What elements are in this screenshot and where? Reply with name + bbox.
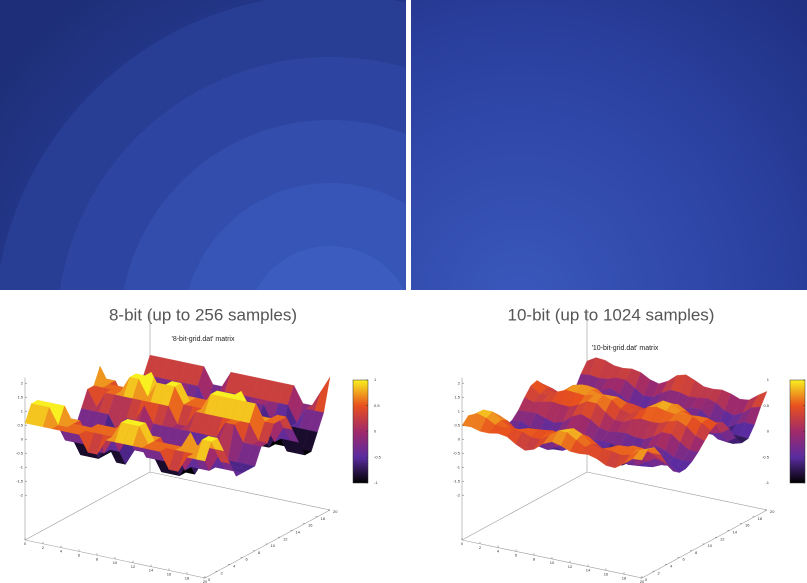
colorbar-tick-label: 1 bbox=[767, 377, 770, 382]
surface-facet bbox=[94, 366, 109, 387]
x-tick-label: 10 bbox=[113, 560, 118, 565]
y-tick-label: 10 bbox=[708, 543, 713, 548]
z-tick-label: -1 bbox=[19, 464, 23, 469]
y-tick-label: 12 bbox=[720, 536, 725, 541]
z-tick-label: -1.5 bbox=[16, 478, 24, 483]
z-tick-label: 1 bbox=[21, 408, 24, 413]
y-tick-label: 4 bbox=[670, 563, 673, 568]
y-tick-label: 2 bbox=[658, 570, 661, 575]
y-tick-label: 8 bbox=[695, 550, 698, 555]
z-tick-label: -1.5 bbox=[453, 478, 461, 483]
y-tick-label: 16 bbox=[308, 523, 313, 528]
x-tick-label: 6 bbox=[78, 552, 81, 557]
y-tick-label: 18 bbox=[758, 516, 763, 521]
y-tick-label: 12 bbox=[283, 536, 288, 541]
colorbar-tick-label: -0.5 bbox=[762, 454, 770, 459]
colorbar-tick-label: 0 bbox=[767, 429, 770, 434]
z-tick-label: 1.5 bbox=[454, 394, 460, 399]
x-tick-label: 14 bbox=[149, 568, 154, 573]
axis-line bbox=[587, 472, 767, 510]
z-tick-label: -1 bbox=[456, 464, 460, 469]
x-tick-label: 8 bbox=[96, 556, 99, 561]
y-tick-label: 6 bbox=[683, 557, 686, 562]
axis-line bbox=[150, 472, 330, 510]
x-tick-label: 16 bbox=[604, 571, 609, 576]
y-tick-label: 14 bbox=[296, 529, 301, 534]
x-tick-label: 0 bbox=[461, 541, 464, 546]
colorbar-tick-label: 0.5 bbox=[374, 403, 380, 408]
y-tick-label: 18 bbox=[321, 516, 326, 521]
x-tick-label: 10 bbox=[550, 560, 555, 565]
z-tick-label: 0.5 bbox=[454, 422, 460, 427]
banded-image bbox=[0, 0, 406, 290]
z-tick-label: 2 bbox=[21, 380, 24, 385]
plot-title: '8-bit-grid.dat' matrix bbox=[172, 336, 235, 343]
x-tick-label: 2 bbox=[479, 545, 482, 550]
colorbar-tick-label: 0.5 bbox=[763, 403, 769, 408]
x-tick-label: 14 bbox=[586, 568, 591, 573]
z-tick-label: -2 bbox=[19, 492, 23, 497]
y-tick-label: 14 bbox=[733, 529, 738, 534]
axis-line bbox=[25, 472, 150, 540]
z-tick-label: 2 bbox=[458, 380, 461, 385]
y-tick-label: 16 bbox=[745, 523, 750, 528]
colorbar-tick-label: -1 bbox=[765, 480, 769, 485]
x-tick-label: 4 bbox=[60, 549, 63, 554]
x-tick-label: 18 bbox=[185, 575, 190, 580]
y-tick-label: 2 bbox=[221, 570, 224, 575]
x-tick-label: 16 bbox=[167, 571, 172, 576]
y-tick-label: 20 bbox=[333, 509, 338, 514]
colorbar bbox=[353, 380, 368, 483]
smooth-image bbox=[411, 0, 807, 290]
y-tick-label: 20 bbox=[770, 509, 775, 514]
z-tick-label: -0.5 bbox=[16, 450, 24, 455]
colorbar-tick-label: -1 bbox=[374, 480, 378, 485]
x-tick-label: 12 bbox=[568, 564, 573, 569]
colorbar-tick-label: -0.5 bbox=[374, 454, 382, 459]
colorbar-tick-label: 0 bbox=[374, 429, 377, 434]
y-tick-label: 6 bbox=[246, 557, 249, 562]
x-tick-label: 18 bbox=[622, 575, 627, 580]
x-tick-label: 2 bbox=[42, 545, 45, 550]
page: 8-bit (up to 256 samples) 10-bit (up to … bbox=[0, 0, 807, 583]
colorbar bbox=[790, 380, 805, 483]
colorbar-tick-label: 1 bbox=[374, 377, 377, 382]
x-tick-label: 8 bbox=[533, 556, 536, 561]
z-tick-label: -2 bbox=[456, 492, 460, 497]
y-tick-label: 10 bbox=[271, 543, 276, 548]
caption: 8-bit (up to 256 samples) bbox=[109, 305, 297, 324]
z-tick-label: 0.5 bbox=[17, 422, 23, 427]
axis-line bbox=[462, 472, 587, 540]
x-tick-label: 0 bbox=[24, 541, 27, 546]
z-tick-label: 0 bbox=[21, 436, 24, 441]
z-tick-label: 1.5 bbox=[17, 394, 23, 399]
z-tick-label: 0 bbox=[458, 436, 461, 441]
plot-title: '10-bit-grid.dat' matrix bbox=[592, 345, 659, 352]
y-tick-label: 0 bbox=[208, 577, 211, 582]
y-tick-label: 4 bbox=[233, 563, 236, 568]
caption: 10-bit (up to 1024 samples) bbox=[508, 305, 715, 324]
z-tick-label: -0.5 bbox=[453, 450, 461, 455]
x-tick-label: 4 bbox=[497, 549, 500, 554]
z-tick-label: 1 bbox=[458, 408, 461, 413]
y-tick-label: 0 bbox=[645, 577, 648, 582]
x-tick-label: 6 bbox=[515, 552, 518, 557]
y-tick-label: 8 bbox=[258, 550, 261, 555]
surface-facet bbox=[315, 377, 330, 413]
x-tick-label: 12 bbox=[131, 564, 136, 569]
